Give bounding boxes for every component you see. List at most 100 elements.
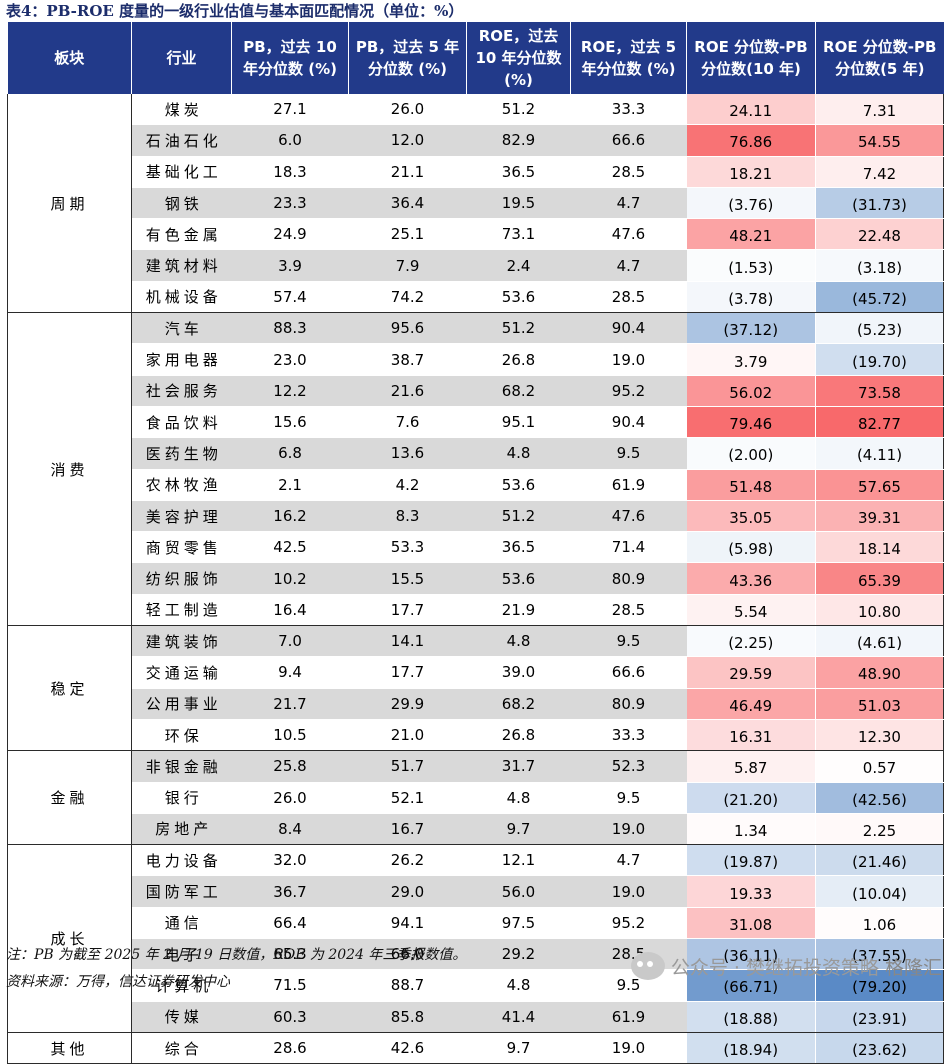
diff-5y-cell: (10.04) — [815, 875, 944, 908]
diff-5y-cell: 54.55 — [815, 124, 944, 157]
diff-10y-cell: (3.76) — [686, 187, 816, 220]
sector-cell: 金融 — [7, 750, 132, 846]
diff-5y-cell: 18.14 — [815, 531, 944, 564]
value-cell: 74.2 — [348, 281, 467, 314]
value-cell: 38.7 — [348, 343, 467, 376]
table-row: 房地产 8.4 16.7 9.7 19.0 1.34 2.25 — [8, 813, 944, 846]
industry-cell: 建筑装饰 — [131, 625, 232, 658]
value-cell: 95.1 — [466, 406, 571, 439]
diff-5y-cell: 65.39 — [815, 562, 944, 595]
diff-5y-cell: 1.06 — [815, 907, 944, 940]
header-row: 板块 行业 PB，过去 10 年分位数 (%) PB，过去 5 年分位数 (%)… — [7, 22, 944, 94]
diff-10y-cell: 48.21 — [686, 218, 816, 251]
value-cell: 15.6 — [231, 406, 349, 439]
value-cell: 85.8 — [348, 1001, 467, 1033]
source-note: 资料来源：万得，信达证券研发中心 — [6, 974, 230, 990]
value-cell: 7.0 — [231, 625, 349, 658]
diff-5y-cell: (42.56) — [815, 782, 944, 814]
header-sector: 板块 — [7, 22, 132, 94]
diff-10y-cell: 43.36 — [686, 562, 816, 595]
industry-cell: 银行 — [131, 782, 232, 814]
value-cell: 33.3 — [570, 94, 687, 126]
value-cell: 66.4 — [231, 907, 349, 940]
diff-5y-cell: (31.73) — [815, 187, 944, 220]
industry-cell: 轻工制造 — [131, 594, 232, 627]
diff-10y-cell: 1.34 — [686, 813, 816, 846]
value-cell: 57.4 — [231, 281, 349, 314]
industry-cell: 交通运输 — [131, 656, 232, 689]
table-row: 成长 电力设备 32.0 26.2 12.1 4.7 (19.87) (21.46) — [7, 844, 944, 1033]
table-row: 轻工制造 16.4 17.7 21.9 28.5 5.54 10.80 — [8, 594, 944, 627]
industry-cell: 汽车 — [131, 312, 232, 345]
value-cell: 4.7 — [570, 249, 687, 282]
value-cell: 19.0 — [570, 813, 687, 846]
table-row: 公用事业 21.7 29.9 68.2 80.9 46.49 51.03 — [8, 688, 944, 720]
value-cell: 21.1 — [348, 156, 467, 188]
industry-cell: 通信 — [131, 907, 232, 940]
diff-5y-cell: 57.65 — [815, 469, 944, 501]
value-cell: 29.2 — [466, 938, 571, 971]
value-cell: 47.6 — [570, 500, 687, 533]
diff-10y-cell: 31.08 — [686, 907, 816, 940]
value-cell: 90.4 — [570, 312, 687, 345]
value-cell: 36.7 — [231, 875, 349, 908]
value-cell: 47.6 — [570, 218, 687, 251]
value-cell: 53.3 — [348, 531, 467, 564]
industry-cell: 有色金属 — [131, 218, 232, 251]
industry-cell: 食品饮料 — [131, 406, 232, 439]
value-cell: 97.5 — [466, 907, 571, 940]
value-cell: 52.1 — [348, 782, 467, 814]
industry-cell: 环保 — [131, 719, 232, 752]
table-row: 商贸零售 42.5 53.3 36.5 71.4 (5.98) 18.14 — [8, 531, 944, 564]
value-cell: 88.3 — [231, 312, 349, 345]
value-cell: 25.8 — [231, 750, 349, 783]
value-cell: 21.6 — [348, 375, 467, 407]
value-cell: 88.7 — [348, 969, 467, 1002]
value-cell: 13.6 — [348, 437, 467, 470]
value-cell: 8.3 — [348, 500, 467, 533]
sector-cell: 成长 — [7, 844, 132, 1033]
diff-5y-cell: 7.31 — [815, 94, 944, 126]
diff-5y-cell: 82.77 — [815, 406, 944, 439]
watermark-text: 公众号 · 樊继拓投资策略 — [670, 956, 879, 979]
table-row: 有色金属 24.9 25.1 73.1 47.6 48.21 22.48 — [8, 218, 944, 251]
industry-cell: 美容护理 — [131, 500, 232, 533]
value-cell: 66.6 — [570, 124, 687, 157]
value-cell: 17.7 — [348, 594, 467, 627]
sector-cell: 消费 — [7, 312, 132, 627]
value-cell: 95.2 — [570, 907, 687, 940]
value-cell: 8.4 — [231, 813, 349, 846]
diff-10y-cell: (36.11) — [686, 938, 816, 971]
value-cell: 26.2 — [348, 844, 467, 877]
diff-5y-cell: 12.30 — [815, 719, 944, 752]
diff-10y-cell: 19.33 — [686, 875, 816, 908]
table-row: 国防军工 36.7 29.0 56.0 19.0 19.33 (10.04) — [8, 875, 944, 908]
table-row: 机械设备 57.4 74.2 53.6 28.5 (3.78) (45.72) — [8, 281, 944, 314]
value-cell: 7.9 — [348, 249, 467, 282]
industry-cell: 房地产 — [131, 813, 232, 846]
header-diff-5y: ROE 分位数-PB 分位数(5 年) — [815, 22, 944, 94]
diff-10y-cell: (5.98) — [686, 531, 816, 564]
value-cell: 21.9 — [466, 594, 571, 627]
table-row: 消费 汽车 88.3 95.6 51.2 90.4 (37.12) (5.23) — [7, 312, 944, 627]
value-cell: 6.0 — [231, 124, 349, 157]
diff-5y-cell: 10.80 — [815, 594, 944, 627]
value-cell: 27.1 — [231, 94, 349, 126]
value-cell: 9.5 — [570, 437, 687, 470]
industry-cell: 农林牧渔 — [131, 469, 232, 501]
value-cell: 10.2 — [231, 562, 349, 595]
wechat-icon — [630, 952, 665, 980]
table-row: 基础化工 18.3 21.1 36.5 28.5 18.21 7.42 — [8, 156, 944, 188]
value-cell: 7.6 — [348, 406, 467, 439]
value-cell: 71.4 — [570, 531, 687, 564]
table-row: 石油石化 6.0 12.0 82.9 66.6 76.86 54.55 — [8, 124, 944, 157]
value-cell: 9.7 — [466, 1032, 571, 1064]
value-cell: 51.2 — [466, 500, 571, 533]
industry-cell: 家用电器 — [131, 343, 232, 376]
industry-cell: 非银金融 — [131, 750, 232, 783]
diff-10y-cell: (2.00) — [686, 437, 816, 470]
diff-5y-cell: (37.55) — [815, 938, 944, 971]
value-cell: 26.0 — [348, 94, 467, 126]
value-cell: 21.0 — [348, 719, 467, 752]
footnote: 注：PB 为截至 2025 年 2 月 19 日数值，ROE 为 2024 年三… — [6, 947, 467, 963]
